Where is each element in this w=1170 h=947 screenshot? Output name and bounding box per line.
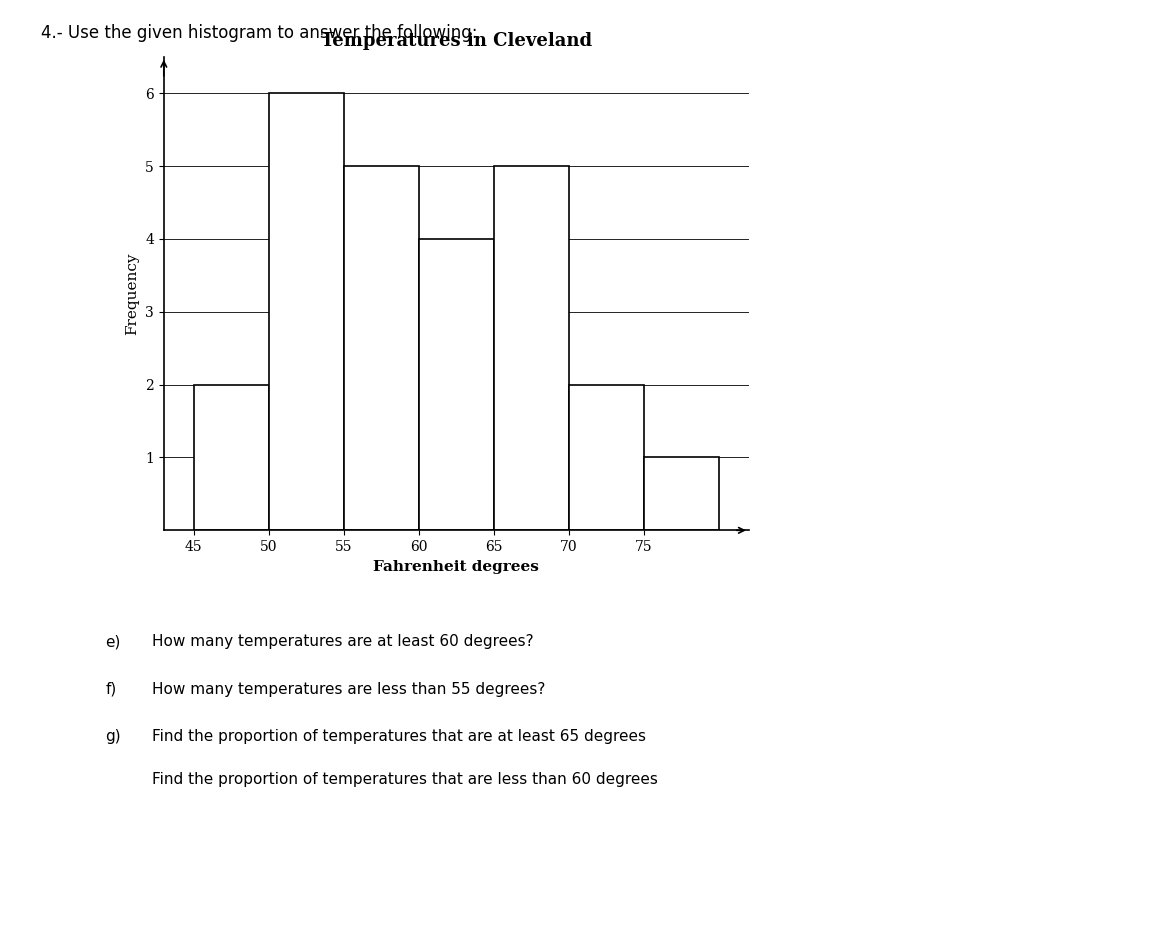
- Text: How many temperatures are at least 60 degrees?: How many temperatures are at least 60 de…: [152, 634, 534, 650]
- Bar: [419, 239, 494, 530]
- Text: 4.- Use the given histogram to answer the following:: 4.- Use the given histogram to answer th…: [41, 24, 477, 42]
- Y-axis label: Frequency: Frequency: [125, 252, 139, 335]
- Title: Temperatures in Cleveland: Temperatures in Cleveland: [321, 31, 592, 49]
- Text: g): g): [105, 729, 121, 744]
- Bar: [194, 384, 269, 530]
- Text: How many temperatures are less than 55 degrees?: How many temperatures are less than 55 d…: [152, 682, 545, 697]
- Bar: [344, 166, 419, 530]
- Text: e): e): [105, 634, 121, 650]
- Bar: [494, 166, 569, 530]
- Bar: [269, 93, 344, 530]
- Text: Find the proportion of temperatures that are at least 65 degrees: Find the proportion of temperatures that…: [152, 729, 646, 744]
- Bar: [569, 384, 644, 530]
- Bar: [644, 457, 718, 530]
- X-axis label: Fahrenheit degrees: Fahrenheit degrees: [373, 560, 539, 574]
- Text: Find the proportion of temperatures that are less than 60 degrees: Find the proportion of temperatures that…: [152, 772, 658, 787]
- Text: f): f): [105, 682, 117, 697]
